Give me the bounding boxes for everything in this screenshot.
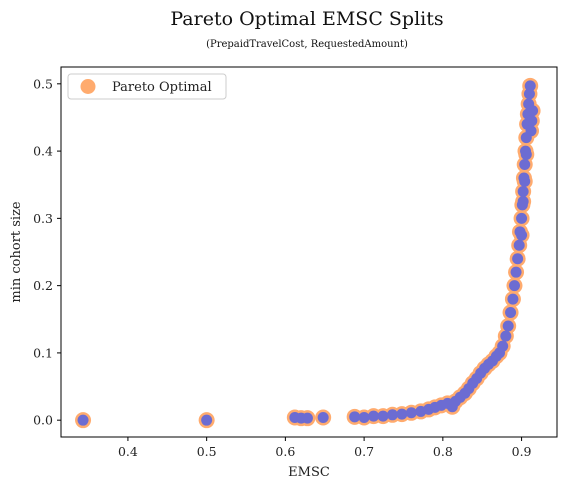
data-point: [516, 229, 528, 241]
legend-box: [67, 73, 227, 100]
data-point: [524, 80, 536, 92]
legend-marker: [80, 79, 96, 94]
data-point: [519, 159, 531, 171]
data-point: [396, 408, 408, 420]
data-point: [508, 280, 520, 292]
y-axis-ticks: 0.0 0.1 0.2 0.3 0.4 0.5: [33, 76, 61, 428]
y-axis-label: min cohort size: [9, 201, 24, 303]
data-point: [497, 340, 509, 352]
data-point: [77, 414, 89, 426]
data-point: [502, 320, 514, 332]
data-point: [500, 330, 512, 342]
data-point: [317, 411, 329, 423]
x-axis-ticks: 0.4 0.5 0.6 0.7 0.8 0.9: [118, 437, 532, 459]
data-point: [507, 293, 519, 305]
data-points: [75, 77, 541, 429]
data-point: [201, 414, 213, 426]
x-tick-label: 0.6: [275, 444, 295, 459]
legend-label: Pareto Optimal: [112, 80, 212, 95]
x-tick-label: 0.4: [118, 444, 138, 459]
x-tick-label: 0.7: [354, 444, 374, 459]
y-tick-label: 0.2: [33, 278, 53, 293]
data-point: [405, 407, 417, 419]
chart-title: Pareto Optimal EMSC Splits: [170, 8, 443, 30]
legend: Pareto Optimal: [67, 73, 227, 100]
x-tick-label: 0.8: [433, 444, 453, 459]
y-tick-label: 0.5: [33, 76, 53, 91]
data-point: [386, 409, 398, 421]
data-point: [526, 115, 538, 127]
x-axis-label: EMSC: [288, 465, 330, 480]
chart-subtitle: (PrepaidTravelCost, RequestedAmount): [206, 39, 408, 50]
y-tick-label: 0.4: [33, 144, 53, 159]
data-point: [527, 105, 539, 117]
data-point: [377, 410, 389, 422]
data-point: [368, 410, 380, 422]
data-point: [523, 88, 535, 100]
x-tick-label: 0.9: [512, 444, 532, 459]
y-tick-label: 0.0: [33, 413, 53, 428]
data-point: [349, 411, 361, 423]
data-point: [358, 411, 370, 423]
data-point: [520, 148, 532, 160]
y-tick-label: 0.3: [33, 211, 53, 226]
y-tick-label: 0.1: [33, 345, 53, 360]
data-point: [519, 175, 531, 187]
data-point: [517, 185, 529, 197]
data-point: [510, 266, 522, 278]
data-point: [517, 196, 529, 208]
data-point: [516, 212, 528, 224]
data-point: [301, 412, 313, 424]
x-tick-label: 0.5: [197, 444, 217, 459]
data-point: [513, 239, 525, 251]
data-point: [525, 125, 537, 137]
plot-area-frame: [60, 66, 558, 438]
data-point: [512, 253, 524, 265]
data-point: [505, 307, 517, 319]
